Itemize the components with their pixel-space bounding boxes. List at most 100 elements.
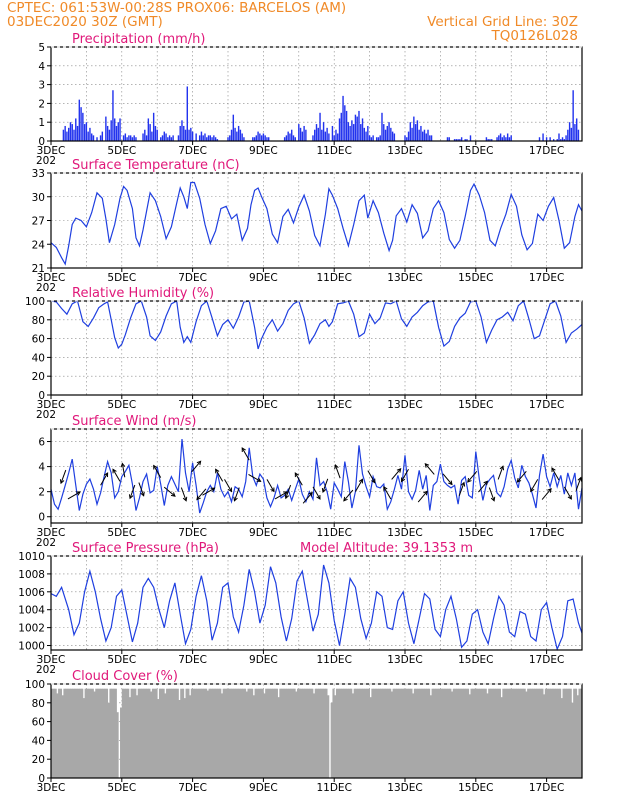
cloud-bar	[320, 688, 323, 778]
cloud-bar	[458, 688, 461, 778]
x-tick-label: 15DEC	[458, 782, 493, 794]
cloud-bar	[461, 688, 464, 778]
header-line3-right: TQ0126L028	[491, 28, 578, 44]
precip-bar	[163, 131, 165, 141]
precip-bar	[66, 131, 68, 141]
wind-arrow-shaft	[233, 487, 240, 501]
precip-bar	[172, 135, 174, 141]
cloud-bar	[125, 688, 128, 778]
wind-arrow-shaft	[60, 469, 67, 484]
wind-arrow-shaft	[343, 489, 354, 502]
x-tick-label: 3DEC	[37, 399, 66, 411]
wind-arrow	[153, 464, 162, 478]
wind-arrow	[575, 476, 582, 491]
y-tick-label: 60	[32, 717, 45, 729]
cloud-bar	[141, 688, 144, 778]
wind-arrow	[334, 464, 341, 479]
wind-arrow-head	[423, 490, 428, 496]
precip-bar	[414, 124, 417, 141]
x-tick-label: 13DEC	[387, 272, 422, 284]
cloud-bar	[151, 688, 155, 778]
cloud-bar	[550, 688, 553, 778]
cloud-bar	[488, 688, 491, 778]
wind-arrow-head	[316, 494, 321, 500]
precip-bar	[506, 133, 509, 141]
wind-arrow-shaft	[215, 469, 224, 482]
cloud-bar	[459, 688, 463, 778]
precip-bar	[167, 137, 169, 141]
x-tick-label: 9DEC	[249, 272, 278, 284]
precip-bar	[204, 133, 206, 141]
cloud-bar	[360, 688, 363, 778]
precip-bar	[358, 110, 360, 141]
cloud-bar	[397, 688, 401, 778]
wind-arrow-shaft	[100, 472, 109, 486]
cloud-bar	[109, 688, 112, 778]
cloud-bar	[392, 688, 395, 778]
y-tick-label: 0	[38, 390, 45, 402]
wind-arrow	[128, 484, 136, 500]
cloud-bar	[88, 688, 91, 778]
wind-arrow-head	[59, 479, 65, 485]
precip-bar	[312, 135, 314, 141]
x-tick-label: 15DEC	[458, 654, 493, 666]
precip-bar	[498, 135, 500, 141]
panel-title: Surface Wind (m/s)	[72, 414, 196, 429]
y-tick-label: 33	[32, 168, 45, 180]
cloud-bar	[302, 688, 305, 778]
wind-arrow	[497, 465, 505, 480]
y-tick-label: 80	[32, 698, 45, 710]
cloud-bar	[543, 694, 546, 778]
precip-bar	[558, 133, 560, 141]
wind-arrow-head	[530, 487, 535, 493]
wind-arrow	[67, 491, 81, 500]
precip-bar	[301, 131, 304, 141]
precip-bar	[76, 125, 79, 141]
wind-arrow-head	[210, 487, 216, 492]
cloud-bar	[447, 688, 450, 778]
precip-bar	[386, 125, 389, 141]
cloud-bar	[374, 688, 378, 778]
cloud-bar	[98, 688, 101, 778]
precip-bar	[505, 137, 507, 141]
precip-bar	[236, 131, 238, 141]
x-tick-label: 17DEC	[529, 145, 564, 157]
wind-arrow-shaft	[516, 470, 527, 483]
wind-arrow	[138, 482, 145, 497]
y-tick-label: 100	[25, 296, 45, 308]
precip-bar	[101, 131, 104, 141]
wind-arrow	[196, 488, 207, 501]
cloud-bar	[401, 688, 404, 778]
cloud-bar	[132, 688, 135, 778]
panel-5: 1000 1002 1004 1006 1008 1010 Surface Pressure…	[18, 541, 583, 676]
cloud-bar	[192, 688, 195, 778]
cloud-bar	[431, 688, 434, 778]
precip-bar	[416, 120, 419, 141]
wind-arrow-shaft	[202, 487, 215, 496]
precip-bar	[99, 135, 102, 141]
precip-bar	[370, 137, 373, 141]
cloud-bar	[525, 691, 528, 778]
y-tick-label: 2	[38, 487, 45, 499]
wind-arrow	[551, 467, 560, 481]
wind-arrow	[266, 479, 275, 493]
x-tick-label: 5DEC	[107, 654, 136, 666]
precip-bar	[352, 124, 355, 141]
wind-arrow	[248, 473, 262, 482]
cloud-bar	[527, 688, 530, 778]
wind-arrow-shaft	[488, 487, 495, 501]
cloud-bar	[176, 688, 179, 778]
cloud-bar	[199, 688, 202, 778]
cloud-bar	[369, 697, 372, 778]
cloud-bar	[569, 688, 572, 778]
precip-bar	[145, 135, 148, 141]
cloud-bar	[528, 688, 532, 778]
y-tick-label: 1	[38, 117, 45, 129]
precip-bar	[542, 133, 544, 141]
cloud-bar	[249, 688, 252, 778]
cloud-bar	[233, 688, 236, 778]
precip-bar	[206, 137, 208, 141]
precip-bar	[491, 139, 493, 141]
cloud-bar	[367, 688, 370, 778]
precip-bar	[321, 129, 323, 141]
